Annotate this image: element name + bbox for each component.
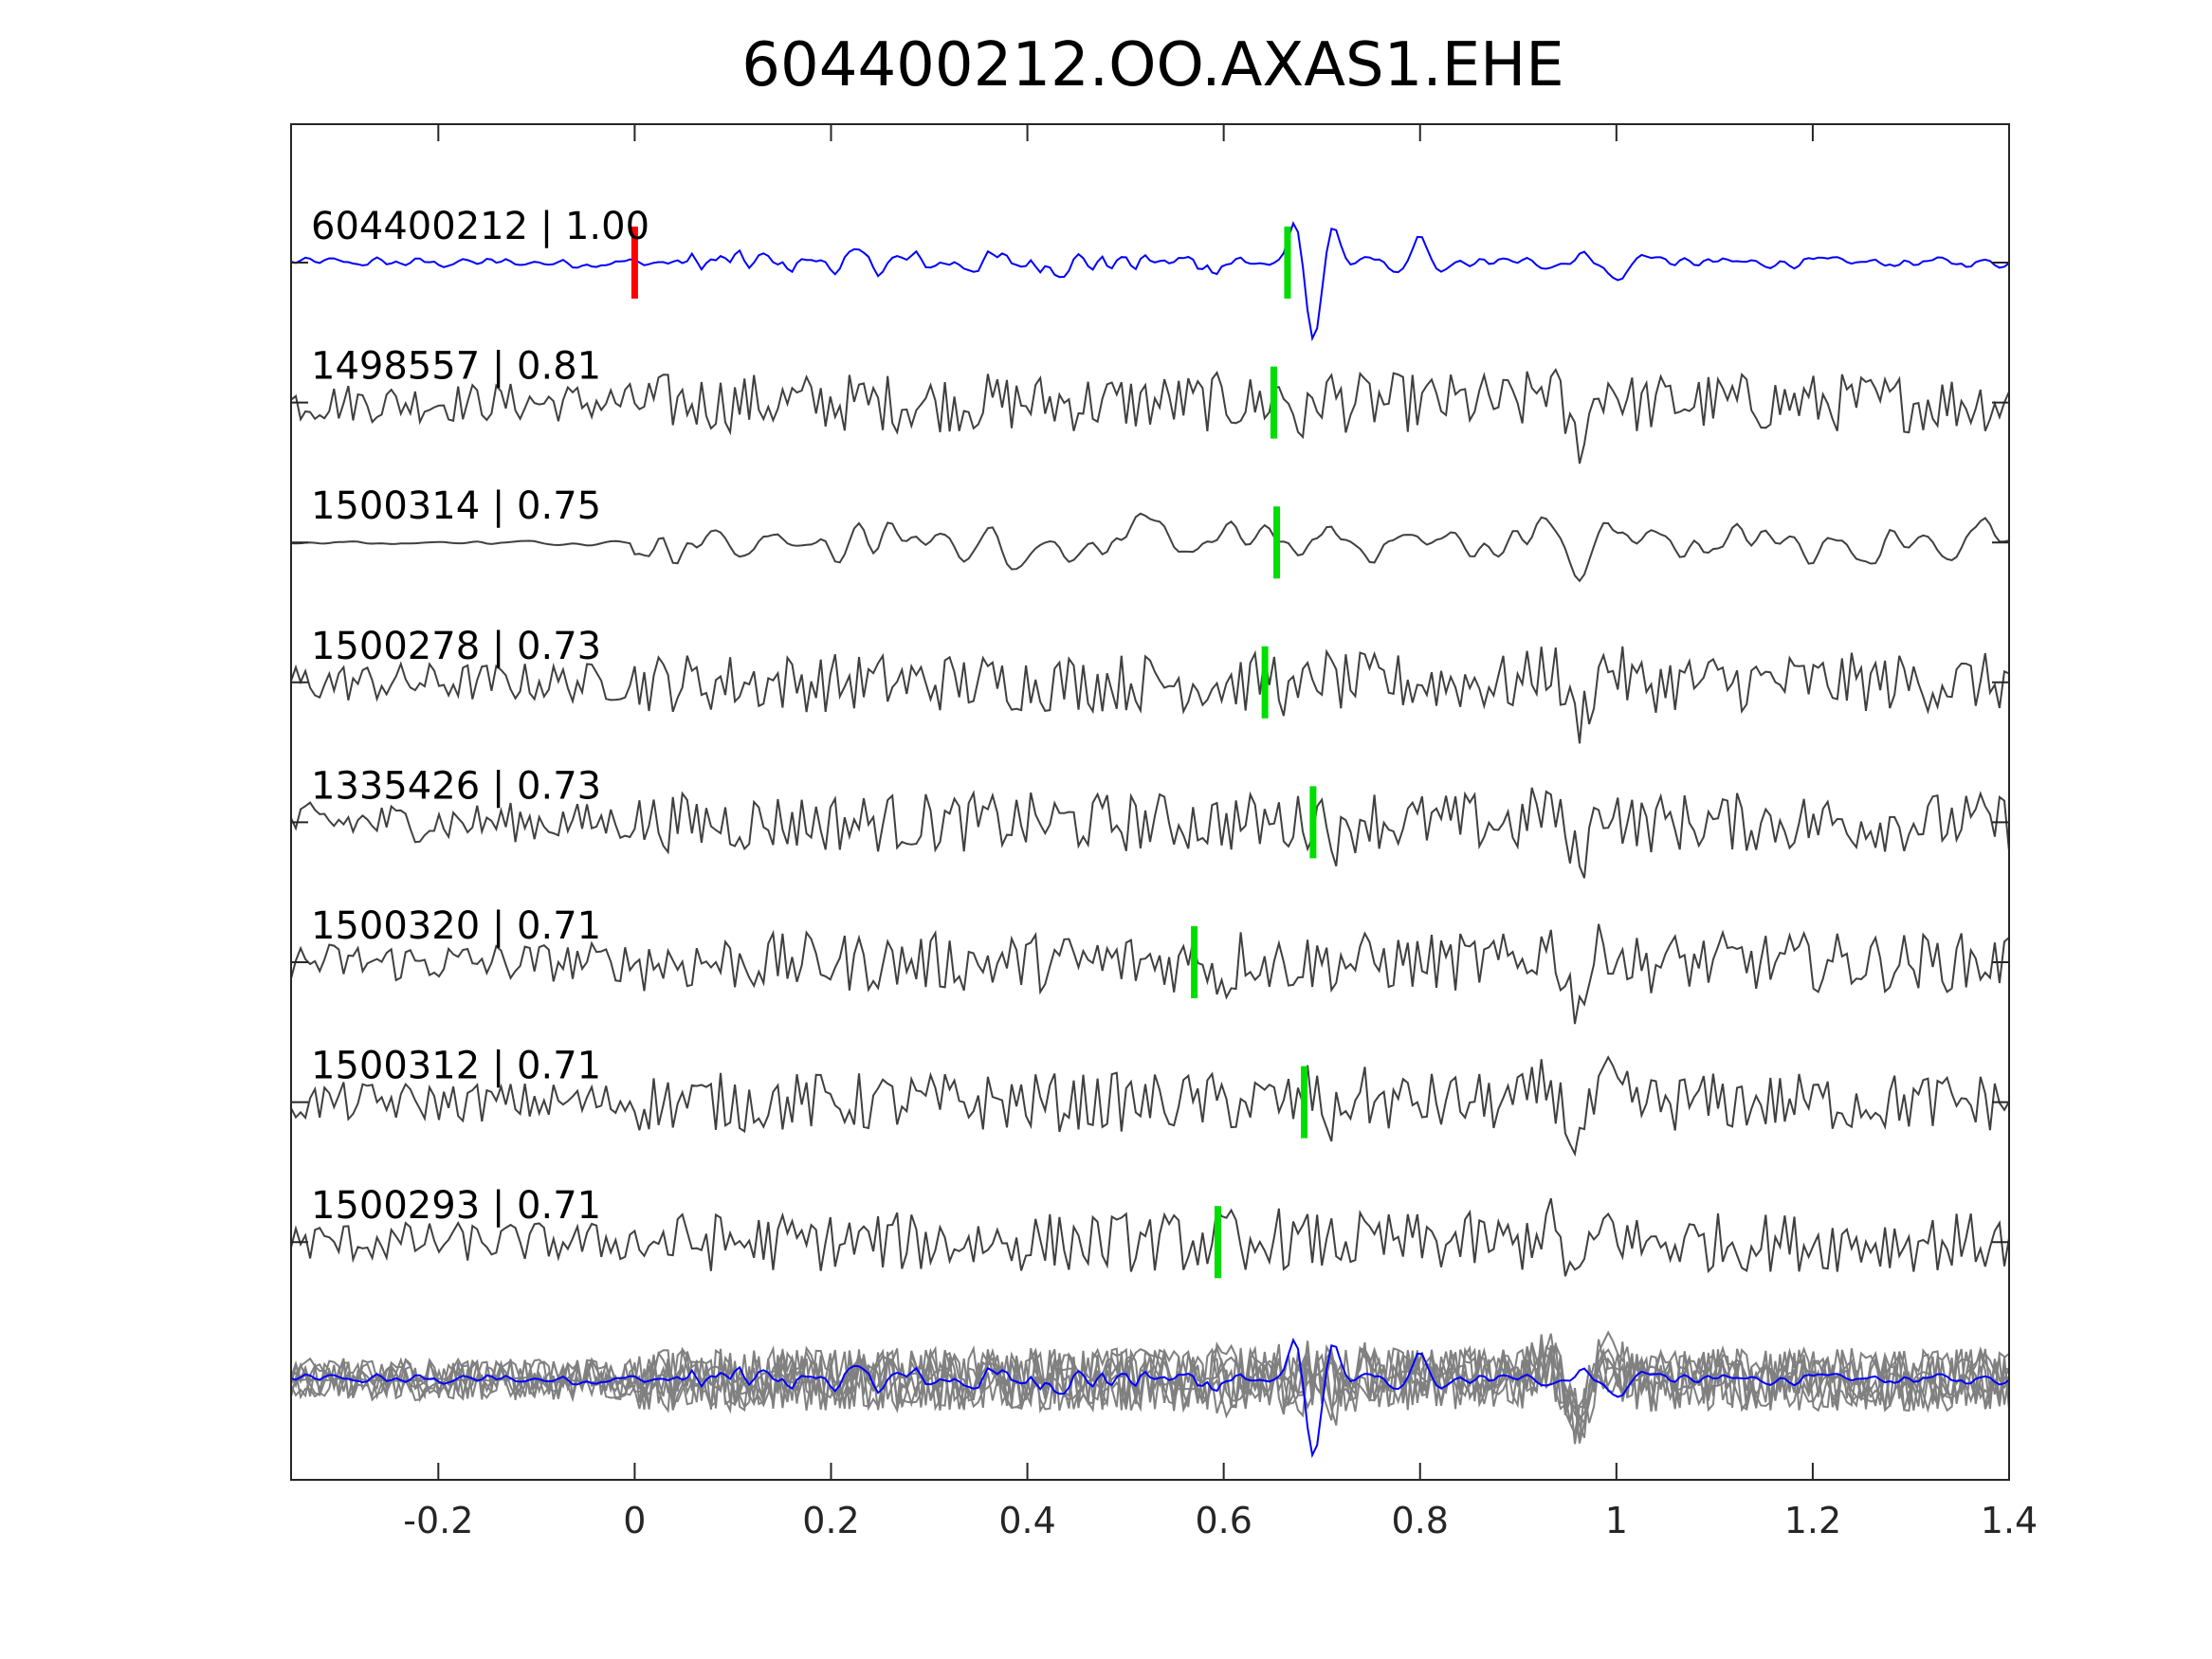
x-tick-label: 1 bbox=[1605, 1500, 1628, 1541]
trace-label-template: 604400212 | 1.00 bbox=[311, 205, 649, 248]
x-tick-label: 1.4 bbox=[1981, 1500, 2038, 1541]
trace-1498557 bbox=[290, 367, 2010, 465]
x-tick-label: 0.4 bbox=[998, 1500, 1055, 1541]
picks-layer bbox=[631, 227, 1317, 1279]
stack-trace bbox=[290, 1333, 2010, 1416]
axes-box bbox=[290, 123, 2010, 1481]
trace-label: 1500314 | 0.75 bbox=[311, 484, 601, 528]
trace-1500312 bbox=[290, 1055, 2010, 1158]
trace-label: 1500312 | 0.71 bbox=[311, 1045, 601, 1088]
x-tick-label: 0.8 bbox=[1392, 1500, 1449, 1541]
x-tick-label: 0.6 bbox=[1195, 1500, 1252, 1541]
stack-overlay bbox=[290, 1330, 2010, 1459]
trace-1335426 bbox=[290, 787, 2010, 879]
trace-label: 1500320 | 0.71 bbox=[311, 904, 601, 948]
trace-labels: 604400212 | 1.00 1498557 | 0.81 1500314 | … bbox=[311, 205, 649, 1228]
x-tick-label: -0.2 bbox=[403, 1500, 473, 1541]
trace-1500314 bbox=[290, 512, 2010, 583]
template-trace bbox=[290, 220, 2010, 342]
x-axis: -0.2 0 0.2 0.4 0.6 0.8 1 1.2 1.4 bbox=[403, 124, 2038, 1541]
trace-label: 1500278 | 0.73 bbox=[311, 625, 601, 668]
stack-trace bbox=[290, 1342, 2010, 1438]
traces-layer bbox=[290, 220, 2010, 1277]
trace-1500320 bbox=[290, 923, 2010, 1025]
trace-1500293 bbox=[290, 1197, 2010, 1277]
x-tick-label: 1.2 bbox=[1784, 1500, 1841, 1541]
trace-label: 1335426 | 0.73 bbox=[311, 764, 601, 808]
trace-label: 1498557 | 0.81 bbox=[311, 345, 601, 389]
chart-title: 604400212.OO.AXAS1.EHE bbox=[741, 30, 1563, 100]
trace-1500278 bbox=[290, 646, 2010, 744]
trace-label: 1500293 | 0.71 bbox=[311, 1184, 601, 1228]
x-tick-label: 0.2 bbox=[802, 1500, 859, 1541]
x-tick-label: 0 bbox=[623, 1500, 646, 1541]
stack-template-trace bbox=[290, 1337, 2010, 1459]
